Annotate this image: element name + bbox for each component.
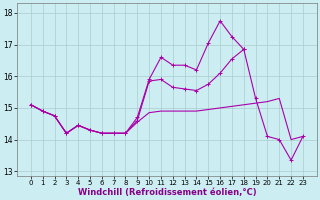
X-axis label: Windchill (Refroidissement éolien,°C): Windchill (Refroidissement éolien,°C) (77, 188, 256, 197)
